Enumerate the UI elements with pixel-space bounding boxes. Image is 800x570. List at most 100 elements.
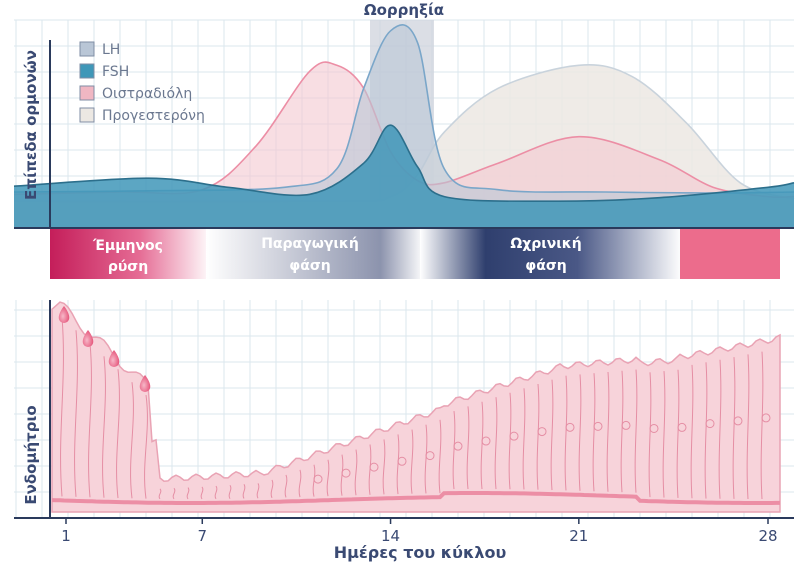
gland (480, 401, 484, 490)
gland (536, 383, 540, 490)
gland-coil (425, 451, 435, 461)
gland (578, 374, 582, 491)
gland (116, 369, 120, 499)
gland-coil (341, 468, 351, 478)
phase-bar: Έμμηνος ρύση Παραγωγική φάση Ωχρινική φά… (50, 229, 780, 279)
gland (102, 356, 106, 498)
day-tick-label: 7 (198, 527, 208, 545)
gland (228, 484, 232, 499)
legend-swatch (79, 107, 95, 123)
gland (368, 444, 372, 495)
phase-luteal-line1: Ωχρινική (510, 236, 581, 252)
lh-area (14, 24, 794, 228)
phase-menses-line2: ρύση (108, 259, 148, 275)
days-x-label: Ημέρες του κύκλου (334, 543, 507, 562)
day-tick-label: 28 (758, 527, 777, 545)
day-tick-label: 21 (569, 527, 588, 545)
gland (298, 469, 302, 498)
menstrual-drops (58, 306, 151, 392)
gland (172, 487, 176, 500)
fsh-area (14, 125, 794, 228)
gland (690, 364, 694, 499)
gland-coil (565, 422, 575, 432)
gland-coil (705, 419, 715, 429)
gland (732, 357, 736, 499)
phase-luteal-bar (420, 229, 682, 279)
legend-label: LH (102, 42, 120, 58)
ovulation-label: Ωορρηξία (364, 1, 444, 19)
gland-coil (313, 474, 323, 484)
gland (648, 372, 652, 498)
hormones-y-label: Επίπεδα ορμονών (22, 50, 40, 200)
gland (60, 317, 64, 497)
gland (704, 362, 708, 499)
gland (144, 394, 148, 499)
gland (508, 392, 512, 490)
phase-luteal-line2: φάση (525, 258, 566, 274)
gland (676, 369, 680, 498)
gland (74, 330, 78, 497)
gland (88, 343, 92, 498)
gland-coil (369, 462, 379, 472)
gland (746, 354, 750, 500)
gland (466, 406, 470, 490)
gland (606, 371, 610, 492)
endometrium-y-label: Ενδομήτριο (22, 405, 40, 504)
gland (158, 488, 162, 500)
gland-coil (677, 422, 687, 432)
gland (718, 359, 722, 499)
gland (214, 485, 218, 500)
gland (550, 379, 554, 491)
gland (382, 439, 386, 495)
gland (760, 351, 764, 500)
gland-coil (649, 423, 659, 433)
fsh-line (13, 124, 795, 203)
gland-coil (453, 441, 463, 451)
gland (242, 484, 246, 499)
gland (452, 411, 456, 490)
gland-coil (761, 413, 771, 423)
legend-label: FSH (102, 64, 129, 80)
legend: LH FSH Οιστραδιόλη Προγεστερόνη (79, 41, 205, 124)
gland (494, 397, 498, 490)
endometrium-basal-layer (51, 491, 780, 505)
phase-follicular-line1: Παραγωγική (261, 236, 359, 252)
gland-coil (509, 431, 519, 441)
legend-swatch (79, 63, 95, 79)
day-ticks: 1 7 14 21 28 (61, 518, 778, 545)
gland (438, 419, 442, 494)
gland (200, 486, 204, 500)
day-tick-label: 1 (61, 527, 71, 545)
gland-coil (593, 421, 603, 431)
gland (564, 375, 568, 491)
gland (522, 388, 526, 490)
estradiol-area (14, 62, 794, 228)
gland (410, 429, 414, 494)
phase-follicular-bar (206, 229, 424, 279)
phase-follicular-line2: φάση (289, 258, 330, 274)
gland (424, 424, 428, 494)
phase-late-bar (680, 229, 780, 279)
blood-drop (108, 350, 120, 367)
gland (620, 370, 624, 493)
gland (326, 459, 330, 497)
gland-coil (397, 456, 407, 466)
legend-label: Προγεστερόνη (102, 108, 205, 124)
gland (256, 483, 260, 499)
legend-swatch (79, 85, 95, 101)
gland-coil (537, 427, 547, 437)
gland (396, 434, 400, 495)
gland-coil (481, 436, 491, 446)
gland-coil (733, 416, 743, 426)
gland (634, 369, 638, 493)
gland (130, 382, 134, 499)
blood-drop (82, 330, 94, 347)
phase-menses-bar (50, 229, 212, 279)
gland (270, 479, 274, 499)
gland-coil (621, 420, 631, 430)
endometrium-glands (60, 317, 771, 500)
day-tick-label: 14 (381, 527, 400, 545)
blood-drop (139, 375, 151, 392)
blood-drop (58, 306, 70, 323)
